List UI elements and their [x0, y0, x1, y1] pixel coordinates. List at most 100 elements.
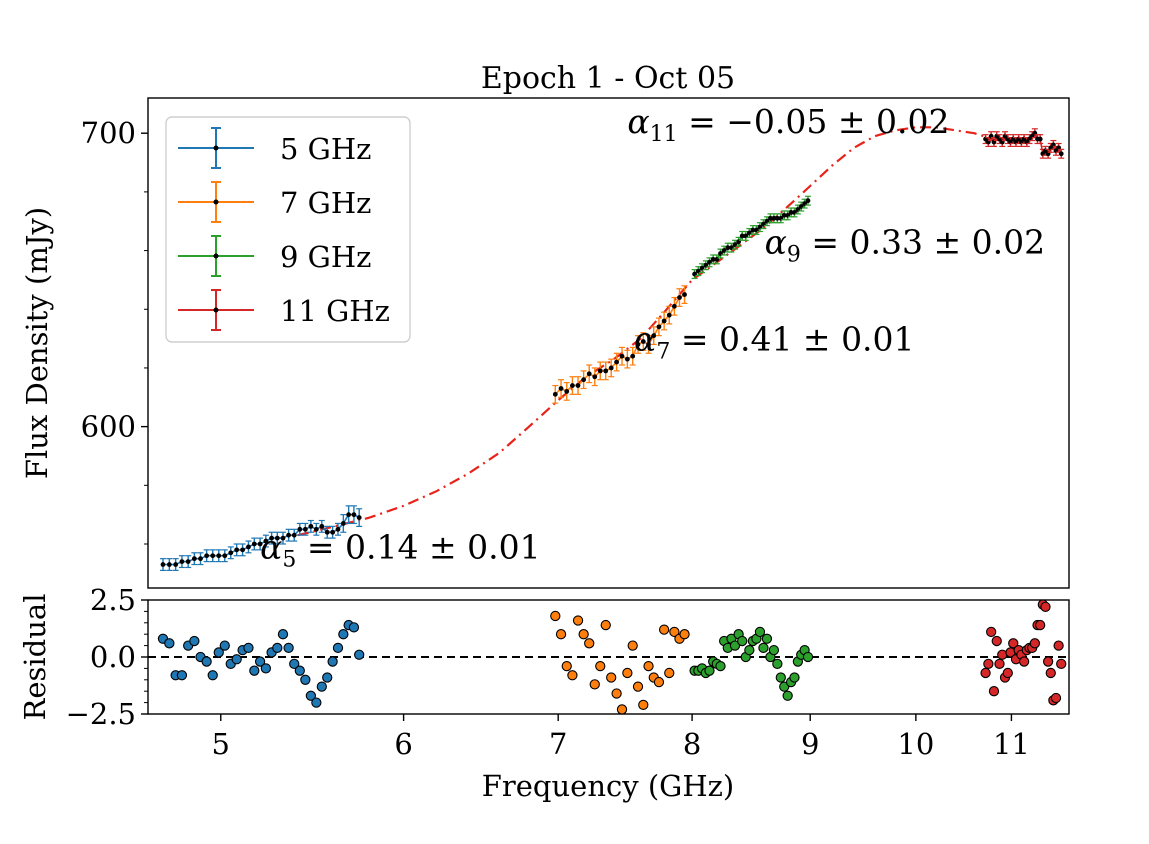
residual-point-5-ghz — [327, 656, 338, 667]
residual-point-5-ghz — [201, 656, 212, 667]
legend-marker — [213, 145, 219, 151]
residual-point-7-ghz — [567, 670, 578, 681]
data-point-9-ghz — [768, 215, 773, 221]
residual-point-7-ghz — [627, 640, 638, 651]
data-point-7-ghz — [635, 342, 641, 347]
residual-point-7-ghz — [616, 704, 628, 715]
residual-point-7-ghz — [555, 629, 567, 640]
data-point-5-ghz — [185, 559, 191, 564]
data-point-5-ghz — [269, 535, 275, 541]
x-tick-label: 9 — [801, 727, 819, 761]
data-point-5-ghz — [191, 556, 197, 562]
residual-point-5-ghz — [300, 674, 311, 685]
residual-point-7-ghz — [643, 660, 654, 672]
residual-point-9-ghz — [802, 651, 814, 663]
data-point-9-ghz — [771, 215, 777, 221]
data-point-5-ghz — [160, 562, 166, 567]
x-axis-label: Frequency (GHz) — [482, 769, 734, 803]
data-point-5-ghz — [356, 515, 362, 520]
x-tick-label: 6 — [394, 727, 412, 761]
data-point-7-ghz — [677, 295, 682, 300]
data-point-7-ghz — [581, 377, 587, 383]
data-point-7-ghz — [564, 389, 570, 394]
data-point-7-ghz — [661, 318, 667, 324]
x-tick-label: 7 — [549, 727, 567, 761]
data-point-7-ghz — [603, 368, 609, 374]
residual-y-tick-label: 0.0 — [90, 640, 136, 674]
residual-y-ticks: −2.5 0.0 2.5 — [66, 583, 148, 731]
data-point-7-ghz — [646, 342, 651, 347]
residual-point-9-ghz — [729, 640, 741, 651]
legend-marker — [213, 253, 219, 259]
residual-point-5-ghz — [272, 642, 283, 654]
frequency-x-ticks: 5 6 7 8 9 10 11 — [212, 714, 1030, 761]
data-point-5-ghz — [246, 544, 251, 550]
data-point-7-ghz — [624, 356, 630, 362]
residual-point-5-ghz — [338, 629, 349, 640]
residual-point-9-ghz — [768, 645, 780, 656]
data-point-7-ghz — [630, 353, 636, 359]
residual-point-11-ghz — [986, 626, 997, 638]
residual-point-5-ghz — [348, 622, 360, 633]
fit-curve — [297, 126, 994, 537]
data-point-5-ghz — [340, 521, 346, 526]
residual-panel: −2.5 0.0 2.5 5 6 7 8 9 10 11 Residual Frequency … — [18, 583, 1070, 803]
residual-point-5-ghz — [277, 629, 289, 640]
residual-y-tick-label: 2.5 — [90, 583, 136, 617]
data-point-5-ghz — [210, 553, 216, 559]
flux-y-tick-label: 600 — [81, 410, 136, 444]
data-point-5-ghz — [216, 553, 222, 559]
residual-point-11-ghz — [988, 686, 1000, 697]
data-point-7-ghz — [586, 371, 592, 377]
residual-y-axis-label: Residual — [18, 594, 52, 721]
data-point-5-ghz — [228, 550, 234, 556]
residual-point-5-ghz — [207, 670, 218, 681]
residual-point-7-ghz — [606, 672, 617, 683]
residual-point-9-ghz — [761, 633, 773, 644]
residual-point-5-ghz — [231, 654, 242, 665]
data-point-5-ghz — [302, 526, 308, 532]
data-point-5-ghz — [179, 559, 185, 564]
residual-point-7-ghz — [664, 667, 675, 679]
data-point-5-ghz — [251, 541, 257, 547]
flux-data-points — [159, 128, 1065, 571]
residual-point-9-ghz — [744, 645, 755, 656]
residual-point-5-ghz — [164, 638, 175, 649]
spectral-index-label: α9 = 0.33 ± 0.02 — [765, 223, 1046, 268]
data-point-5-ghz — [291, 532, 297, 538]
data-point-7-ghz — [597, 368, 603, 374]
residual-point-5-ghz — [243, 642, 254, 654]
residual-point-5-ghz — [354, 649, 365, 660]
data-point-11-ghz — [1058, 151, 1064, 157]
flux-y-tick-label: 700 — [81, 116, 136, 150]
data-point-5-ghz — [280, 535, 286, 541]
residual-point-5-ghz — [176, 670, 188, 681]
legend-box — [165, 116, 411, 343]
residual-point-5-ghz — [332, 642, 344, 654]
residual-point-7-ghz — [561, 660, 572, 672]
residual-point-11-ghz — [1035, 619, 1046, 631]
residual-point-5-ghz — [322, 672, 333, 683]
residual-point-5-ghz — [294, 665, 305, 676]
data-point-7-ghz — [651, 333, 657, 339]
data-point-7-ghz — [619, 353, 625, 359]
data-point-5-ghz — [330, 529, 336, 535]
residual-point-5-ghz — [316, 681, 327, 692]
residual-point-7-ghz — [572, 615, 584, 626]
data-point-5-ghz — [351, 512, 357, 518]
residual-point-7-ghz — [653, 676, 665, 688]
data-point-7-ghz — [656, 324, 662, 330]
legend-marker — [213, 199, 219, 205]
data-point-7-ghz — [592, 374, 598, 380]
residual-point-11-ghz — [1018, 656, 1030, 667]
data-point-5-ghz — [335, 526, 341, 532]
residual-point-5-ghz — [219, 640, 230, 651]
legend: 5 GHz 7 GHz 9 GHz 11 GHz — [165, 116, 411, 343]
data-point-5-ghz — [240, 547, 245, 553]
data-point-5-ghz — [257, 541, 263, 547]
data-point-5-ghz — [204, 553, 210, 559]
residual-point-7-ghz — [658, 624, 670, 635]
data-point-7-ghz — [608, 365, 614, 371]
residual-point-11-ghz — [983, 658, 994, 669]
data-point-9-ghz — [774, 215, 780, 221]
